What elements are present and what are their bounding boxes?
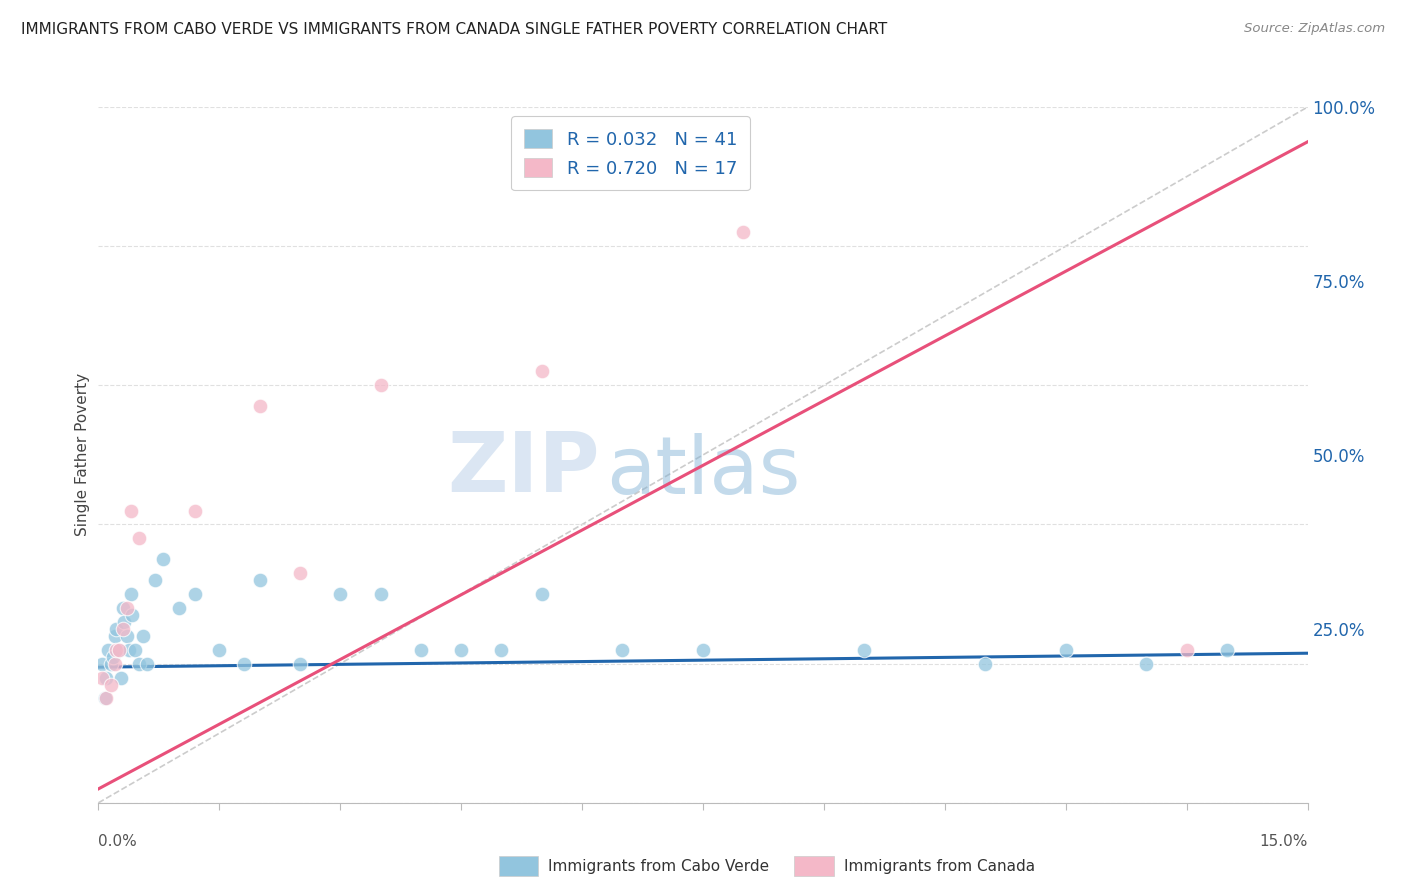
Point: [612, 642, 634, 657]
Point: [115, 629, 138, 643]
Point: [692, 642, 714, 657]
Point: [103, 629, 125, 643]
Point: [530, 587, 553, 601]
Point: [1135, 657, 1157, 671]
Point: [112, 615, 135, 629]
Point: [409, 642, 432, 657]
Point: [118, 642, 141, 657]
Point: [100, 677, 122, 691]
Point: [329, 587, 352, 601]
Point: [288, 657, 311, 671]
Point: [96, 691, 118, 706]
Point: [1175, 642, 1198, 657]
Legend: R = 0.032   N = 41, R = 0.720   N = 17: R = 0.032 N = 41, R = 0.720 N = 17: [510, 116, 749, 190]
Text: 0.0%: 0.0%: [98, 834, 138, 849]
Point: [107, 642, 129, 657]
Point: [100, 657, 122, 671]
Point: [105, 642, 128, 657]
Point: [733, 225, 755, 239]
Text: Immigrants from Cabo Verde: Immigrants from Cabo Verde: [548, 859, 769, 873]
Point: [152, 552, 174, 566]
Text: IMMIGRANTS FROM CABO VERDE VS IMMIGRANTS FROM CANADA SINGLE FATHER POVERTY CORRE: IMMIGRANTS FROM CABO VERDE VS IMMIGRANTS…: [21, 22, 887, 37]
Text: Immigrants from Canada: Immigrants from Canada: [844, 859, 1035, 873]
Point: [249, 573, 271, 587]
Point: [91, 671, 114, 685]
Point: [530, 364, 553, 378]
Point: [111, 622, 134, 636]
Text: atlas: atlas: [606, 434, 800, 511]
Point: [853, 642, 876, 657]
Point: [450, 642, 472, 657]
Point: [370, 587, 392, 601]
Text: 15.0%: 15.0%: [1260, 834, 1308, 849]
Point: [101, 649, 124, 664]
Point: [110, 671, 132, 685]
Point: [491, 642, 513, 657]
Point: [124, 642, 146, 657]
Point: [143, 573, 166, 587]
Point: [120, 587, 142, 601]
Point: [105, 622, 128, 636]
Point: [111, 601, 134, 615]
Point: [121, 607, 143, 622]
Point: [232, 657, 254, 671]
Point: [128, 532, 150, 546]
Text: Source: ZipAtlas.com: Source: ZipAtlas.com: [1244, 22, 1385, 36]
Point: [94, 691, 117, 706]
Point: [288, 566, 311, 581]
Text: ZIP: ZIP: [447, 428, 600, 509]
Point: [103, 657, 125, 671]
Point: [1054, 642, 1077, 657]
Point: [132, 629, 155, 643]
Point: [91, 657, 114, 671]
Y-axis label: Single Father Poverty: Single Father Poverty: [75, 374, 90, 536]
Point: [370, 378, 392, 392]
Point: [120, 503, 142, 517]
Point: [96, 671, 118, 685]
Point: [167, 601, 190, 615]
Point: [135, 657, 157, 671]
Point: [974, 657, 997, 671]
Point: [128, 657, 150, 671]
Point: [208, 642, 231, 657]
Point: [97, 642, 120, 657]
Point: [1216, 642, 1239, 657]
Point: [249, 399, 271, 413]
Point: [184, 503, 207, 517]
Point: [107, 642, 129, 657]
Point: [184, 587, 207, 601]
Point: [115, 601, 138, 615]
